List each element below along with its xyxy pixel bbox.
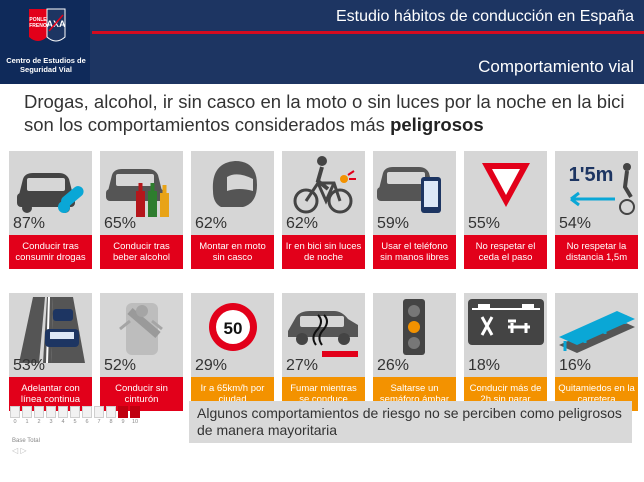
car-bottles-icon	[106, 169, 169, 217]
car-pills-icon	[17, 173, 84, 213]
scale-cell	[70, 406, 80, 418]
scale-cell	[82, 406, 92, 418]
percentage: 27%	[286, 357, 319, 374]
traffic-light-icon	[403, 299, 425, 355]
behavior-card: 87% Conducir tras consumir drogas	[9, 151, 92, 269]
scale-cell	[58, 406, 68, 418]
behavior-card: 16% Quitamiedos en la carretera	[555, 293, 638, 411]
scale-cell	[118, 406, 128, 418]
percentage: 16%	[559, 357, 592, 374]
scale-number: 1	[25, 419, 29, 425]
headline-emphasis: peligrosos	[390, 114, 484, 135]
base-label: Base Total	[12, 438, 40, 444]
percentage: 87%	[13, 215, 46, 232]
behavior-label: Conducir tras consumir drogas	[9, 235, 92, 269]
distance-sign-text: 1'5m	[569, 164, 614, 186]
scale-number: 7	[97, 419, 101, 425]
scale-number: 4	[61, 419, 65, 425]
scale-cells	[10, 406, 145, 418]
scale-cell	[34, 406, 44, 418]
scale-number: 5	[73, 419, 77, 425]
percentage: 59%	[377, 215, 410, 232]
behavior-label: Adelantar con línea continua	[9, 377, 92, 411]
page-subtitle: Comportamiento vial	[478, 57, 634, 76]
guardrail-icon	[559, 311, 635, 353]
cyclist-light-icon	[293, 156, 356, 214]
behavior-card: 50 29% Ir a 65km/h por ciudad	[191, 293, 274, 411]
percentage: 52%	[104, 357, 137, 374]
scale-number: 0	[13, 419, 17, 425]
scale-cell	[106, 406, 116, 418]
behavior-label: Usar el teléfono sin manos libres	[373, 235, 456, 269]
logo-name-line: PONLE FRENO	[29, 17, 47, 29]
scale-number: 2	[37, 419, 41, 425]
percentage: 65%	[104, 215, 137, 232]
scale-number: 3	[49, 419, 53, 425]
helmet-icon	[212, 161, 257, 207]
scale-number: 9	[121, 419, 125, 425]
car-phone-icon	[377, 167, 441, 213]
scale-number: 6	[85, 419, 89, 425]
behavior-label: Conducir tras beber alcohol	[100, 235, 183, 269]
scale-cell	[94, 406, 104, 418]
behavior-card: 27% Fumar mientras se conduce	[282, 293, 365, 411]
logo-text: Centro de Estudios de Seguridad Vial	[6, 56, 86, 74]
behavior-card: 62% Montar en moto sin casco	[191, 151, 274, 269]
scale-cell	[46, 406, 56, 418]
behavior-label: Montar en moto sin casco	[191, 235, 274, 269]
behavior-label: Conducir sin cinturón	[100, 377, 183, 411]
percentage: 18%	[468, 357, 501, 374]
behavior-label: No respetar la distancia 1,5m	[555, 235, 638, 269]
scale-number: 8	[109, 419, 113, 425]
rest-area-icon	[468, 299, 544, 345]
car-smoking-icon	[288, 311, 358, 357]
percentage: 62%	[286, 215, 319, 232]
scale-cell	[10, 406, 20, 418]
page-title: Estudio hábitos de conducción en España	[336, 8, 634, 25]
behavior-label: Ir en bici sin luces de noche	[282, 235, 365, 269]
note-box: Algunos comportamientos de riesgo no se …	[189, 401, 632, 443]
seatbelt-icon	[119, 303, 163, 355]
percentage: 62%	[195, 215, 228, 232]
yield-sign-icon	[482, 163, 530, 207]
behavior-card: 62% Ir en bici sin luces de noche	[282, 151, 365, 269]
nav-arrows-icon: ◁ ▷	[12, 446, 27, 455]
behavior-card: 59% Usar el teléfono sin manos libres	[373, 151, 456, 269]
scale-legend: 0 1 2 3 4 5 6 7 8 9 10	[10, 406, 145, 426]
percentage: 29%	[195, 357, 228, 374]
scale-cell	[130, 406, 140, 418]
headline: Drogas, alcohol, ir sin casco en la moto…	[24, 90, 634, 136]
distance-cyclist-icon: 1'5m	[569, 163, 635, 215]
percentage: 26%	[377, 357, 410, 374]
behavior-card: 18% Conducir más de 2h sin parar	[464, 293, 547, 411]
percentage: 53%	[13, 357, 46, 374]
header-divider	[92, 31, 644, 34]
behavior-card: 52% Conducir sin cinturón	[100, 293, 183, 411]
percentage: 54%	[559, 215, 592, 232]
behavior-card: 65% Conducir tras beber alcohol	[100, 151, 183, 269]
behavior-label: No respetar el ceda el paso	[464, 235, 547, 269]
behavior-card: 55% No respetar el ceda el paso	[464, 151, 547, 269]
scale-cell	[22, 406, 32, 418]
scale-number: 10	[131, 419, 139, 425]
behavior-card: 53% Adelantar con línea continua	[9, 293, 92, 411]
overtaking-icon	[19, 296, 85, 363]
behavior-card: 26% Saltarse un semáforo ámbar	[373, 293, 456, 411]
behavior-card: 1'5m 54% No respetar la distancia 1,5m	[555, 151, 638, 269]
speed-limit-value: 50	[224, 319, 243, 338]
speed-limit-icon: 50	[209, 303, 257, 351]
logo-brand: AXA	[46, 19, 66, 29]
percentage: 55%	[468, 215, 501, 232]
headline-text: Drogas, alcohol, ir sin casco en la moto…	[24, 91, 625, 135]
scale-numbers: 0 1 2 3 4 5 6 7 8 9 10	[10, 419, 145, 425]
